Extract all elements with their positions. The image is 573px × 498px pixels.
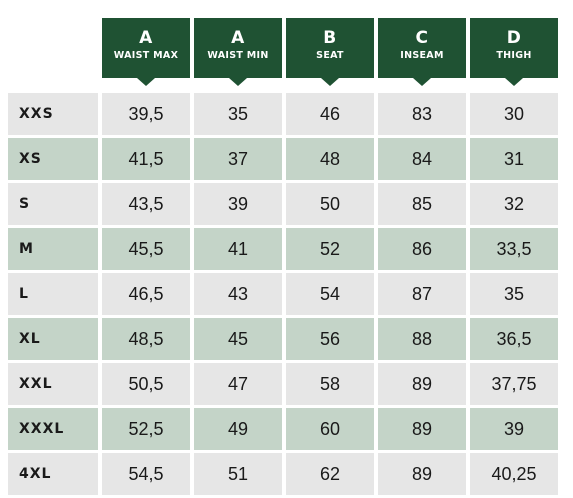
col-letter: C	[415, 28, 429, 48]
seat-value: 50	[286, 183, 374, 225]
table-row: S 43,5 39 50 85 32	[8, 183, 562, 225]
col-label: WAIST MIN	[207, 50, 269, 61]
thigh-value: 37,75	[470, 363, 558, 405]
size-label: XXXL	[8, 408, 98, 450]
thigh-value: 32	[470, 183, 558, 225]
seat-value: 48	[286, 138, 374, 180]
waist-max-value: 45,5	[102, 228, 190, 270]
table-row: XS 41,5 37 48 84 31	[8, 138, 562, 180]
inseam-value: 89	[378, 408, 466, 450]
col-header-waist-min: A WAIST MIN	[194, 18, 282, 86]
col-letter: A	[231, 28, 245, 48]
table-row: L 46,5 43 54 87 35	[8, 273, 562, 315]
waist-max-value: 39,5	[102, 93, 190, 135]
size-chart-table: A WAIST MAX A WAIST MIN B SEAT C INSEAM …	[8, 18, 562, 498]
inseam-value: 84	[378, 138, 466, 180]
waist-max-value: 43,5	[102, 183, 190, 225]
size-label: L	[8, 273, 98, 315]
waist-max-value: 48,5	[102, 318, 190, 360]
col-label: WAIST MAX	[113, 50, 179, 61]
col-letter: A	[139, 28, 153, 48]
waist-min-value: 39	[194, 183, 282, 225]
thigh-value: 36,5	[470, 318, 558, 360]
seat-value: 46	[286, 93, 374, 135]
waist-min-value: 49	[194, 408, 282, 450]
inseam-value: 86	[378, 228, 466, 270]
col-header-waist-max: A WAIST MAX	[102, 18, 190, 86]
table-row: XXXL 52,5 49 60 89 39	[8, 408, 562, 450]
table-body: XXS 39,5 35 46 83 30 XS 41,5 37 48 84 31…	[8, 93, 562, 495]
thigh-value: 33,5	[470, 228, 558, 270]
col-header-seat: B SEAT	[286, 18, 374, 86]
inseam-value: 89	[378, 363, 466, 405]
waist-max-value: 46,5	[102, 273, 190, 315]
col-header-thigh: D THIGH	[470, 18, 558, 86]
inseam-value: 83	[378, 93, 466, 135]
col-letter: B	[323, 28, 337, 48]
table-row: M 45,5 41 52 86 33,5	[8, 228, 562, 270]
waist-max-value: 54,5	[102, 453, 190, 495]
waist-min-value: 41	[194, 228, 282, 270]
waist-min-value: 43	[194, 273, 282, 315]
col-header-inseam: C INSEAM	[378, 18, 466, 86]
col-label: SEAT	[316, 50, 344, 61]
inseam-value: 87	[378, 273, 466, 315]
seat-value: 56	[286, 318, 374, 360]
inseam-value: 89	[378, 453, 466, 495]
size-label: M	[8, 228, 98, 270]
size-label: XS	[8, 138, 98, 180]
table-row: 4XL 54,5 51 62 89 40,25	[8, 453, 562, 495]
table-row: XXS 39,5 35 46 83 30	[8, 93, 562, 135]
column-headers: A WAIST MAX A WAIST MIN B SEAT C INSEAM …	[102, 18, 562, 86]
waist-max-value: 41,5	[102, 138, 190, 180]
size-label: S	[8, 183, 98, 225]
thigh-value: 30	[470, 93, 558, 135]
seat-value: 54	[286, 273, 374, 315]
waist-min-value: 45	[194, 318, 282, 360]
waist-min-value: 37	[194, 138, 282, 180]
seat-value: 58	[286, 363, 374, 405]
thigh-value: 35	[470, 273, 558, 315]
col-label: THIGH	[496, 50, 532, 61]
waist-min-value: 47	[194, 363, 282, 405]
size-label: XXS	[8, 93, 98, 135]
size-label: XXL	[8, 363, 98, 405]
waist-min-value: 51	[194, 453, 282, 495]
table-row: XL 48,5 45 56 88 36,5	[8, 318, 562, 360]
seat-value: 60	[286, 408, 374, 450]
thigh-value: 31	[470, 138, 558, 180]
inseam-value: 88	[378, 318, 466, 360]
thigh-value: 39	[470, 408, 558, 450]
thigh-value: 40,25	[470, 453, 558, 495]
waist-max-value: 50,5	[102, 363, 190, 405]
seat-value: 52	[286, 228, 374, 270]
size-label: XL	[8, 318, 98, 360]
col-label: INSEAM	[400, 50, 444, 61]
size-label: 4XL	[8, 453, 98, 495]
table-row: XXL 50,5 47 58 89 37,75	[8, 363, 562, 405]
waist-min-value: 35	[194, 93, 282, 135]
waist-max-value: 52,5	[102, 408, 190, 450]
seat-value: 62	[286, 453, 374, 495]
inseam-value: 85	[378, 183, 466, 225]
col-letter: D	[506, 28, 522, 48]
